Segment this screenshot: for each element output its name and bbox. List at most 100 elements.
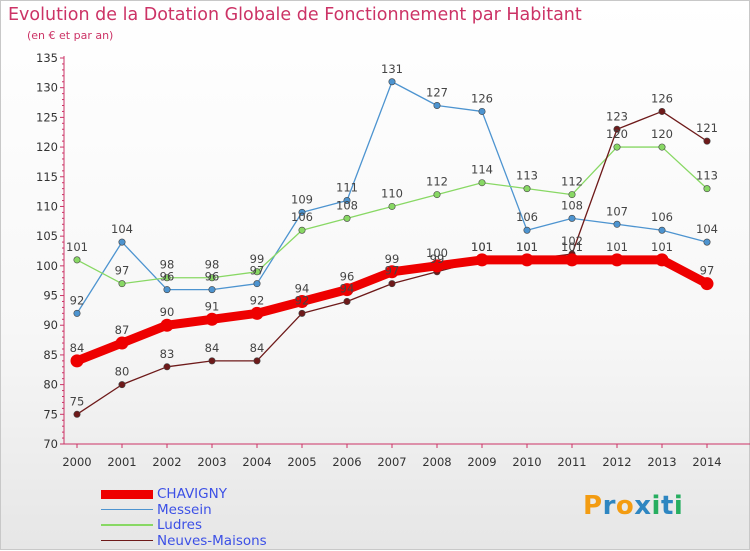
x-tick-label: 2013 [647, 455, 676, 469]
data-point [565, 253, 579, 267]
data-label: 110 [381, 186, 403, 200]
data-label: 99 [250, 252, 265, 266]
data-label: 94 [295, 281, 310, 295]
data-label: 83 [160, 347, 175, 361]
data-point [613, 143, 621, 151]
data-point [700, 277, 714, 291]
x-tick-label: 2002 [152, 455, 181, 469]
data-label: 107 [606, 204, 628, 218]
legend-label: Messein [157, 501, 212, 518]
data-label: 75 [70, 394, 85, 408]
data-point [523, 185, 531, 193]
data-point [430, 259, 444, 273]
data-point [298, 309, 306, 317]
data-label: 108 [561, 198, 583, 212]
y-tick-label: 90 [43, 318, 58, 332]
data-point [73, 410, 81, 418]
data-label: 127 [426, 86, 448, 100]
x-tick-label: 2012 [602, 455, 631, 469]
data-point [568, 214, 576, 222]
data-label: 84 [70, 341, 85, 355]
data-label: 97 [250, 264, 265, 278]
y-tick-label: 80 [43, 378, 58, 392]
x-tick-label: 2011 [557, 455, 586, 469]
data-label: 92 [250, 293, 265, 307]
data-label: 114 [471, 163, 493, 177]
data-label: 97 [385, 264, 400, 278]
data-point [73, 256, 81, 264]
data-label: 97 [115, 264, 130, 278]
logo-letter: i [651, 491, 661, 521]
data-point [478, 107, 486, 115]
x-tick-label: 2010 [512, 455, 541, 469]
data-point [295, 294, 309, 308]
legend-label: CHAVIGNY [157, 486, 227, 502]
x-tick-label: 2005 [287, 455, 316, 469]
data-point [118, 381, 126, 389]
data-label: 120 [606, 127, 628, 141]
data-point [163, 274, 171, 282]
data-label: 96 [340, 270, 355, 284]
data-point [253, 357, 261, 365]
data-label: 120 [651, 127, 673, 141]
data-label: 101 [471, 240, 493, 254]
x-tick-label: 2008 [422, 455, 451, 469]
data-point [343, 297, 351, 305]
data-point [475, 253, 489, 267]
data-point [73, 309, 81, 317]
data-label: 101 [471, 240, 493, 254]
data-point [298, 208, 306, 216]
logo-letter: o [615, 491, 635, 521]
data-point [253, 280, 261, 288]
chart-subtitle: (en € et par an) [27, 29, 114, 42]
data-label: 80 [115, 365, 130, 379]
data-point [433, 191, 441, 199]
data-label: 109 [291, 192, 313, 206]
data-label: 104 [696, 222, 718, 236]
data-label: 101 [606, 240, 628, 254]
y-tick-label: 125 [36, 110, 58, 124]
y-tick-label: 120 [36, 140, 58, 154]
x-tick-label: 2004 [242, 455, 271, 469]
data-point [433, 102, 441, 110]
data-point [703, 137, 711, 145]
data-point [388, 78, 396, 86]
data-point [703, 185, 711, 193]
data-label: 106 [651, 210, 673, 224]
data-label: 101 [66, 240, 88, 254]
data-label: 113 [516, 169, 538, 183]
data-point [160, 318, 174, 332]
data-label: 121 [696, 121, 718, 135]
data-label: 126 [651, 91, 673, 105]
data-label: 102 [561, 234, 583, 248]
data-label: 91 [205, 299, 220, 313]
y-tick-label: 100 [36, 259, 58, 273]
data-point [658, 107, 666, 115]
logo-letter: t [660, 491, 674, 521]
data-label: 100 [426, 246, 448, 260]
data-point [613, 220, 621, 228]
data-label: 123 [606, 109, 628, 123]
data-point [340, 283, 354, 297]
data-label: 106 [291, 210, 313, 224]
y-tick-label: 70 [43, 437, 58, 451]
data-point [253, 268, 261, 276]
legend-swatch [101, 508, 153, 511]
proxiti-logo: Proxiti [583, 491, 683, 521]
y-tick-label: 105 [36, 229, 58, 243]
data-label: 101 [651, 240, 673, 254]
data-point [388, 202, 396, 210]
data-point [118, 238, 126, 246]
data-point [388, 280, 396, 288]
data-label: 97 [700, 264, 715, 278]
data-point [250, 306, 264, 320]
legend-swatch [101, 539, 153, 542]
data-label: 92 [295, 293, 310, 307]
data-label: 104 [111, 222, 133, 236]
data-point [655, 253, 669, 267]
data-point [208, 357, 216, 365]
logo-letter: P [583, 491, 603, 521]
legend-label: Ludres [157, 517, 203, 533]
chart-title: Evolution de la Dotation Globale de Fonc… [8, 5, 582, 25]
